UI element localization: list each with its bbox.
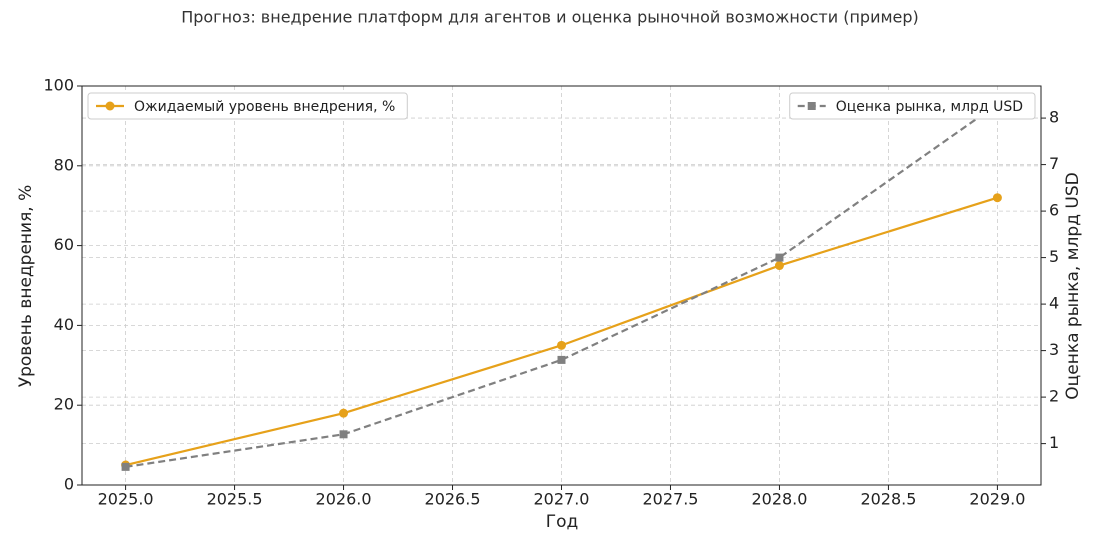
y2-tick-label: 6 (1049, 201, 1059, 220)
legend-label: Оценка рынка, млрд USD (836, 99, 1023, 115)
y2-axis-label: Оценка рынка, млрд USD (1063, 172, 1083, 399)
legend-marker (105, 101, 115, 111)
x-tick-label: 2025.5 (207, 490, 263, 509)
x-tick-label: 2028.5 (860, 490, 916, 509)
y-tick-label: 100 (43, 76, 74, 95)
legend-label: Ожидаемый уровень внедрения, % (134, 99, 395, 115)
y2-tick-label: 8 (1049, 108, 1059, 127)
legend-marker (807, 102, 816, 110)
point (557, 340, 566, 350)
y-tick-label: 80 (54, 155, 74, 174)
x-tick-label: 2028.0 (751, 490, 807, 509)
y-tick-label: 0 (64, 475, 74, 494)
point (121, 462, 130, 471)
legend-box (789, 92, 1036, 120)
legend-box (87, 92, 408, 120)
point (992, 193, 1002, 203)
x-tick-label: 2026.0 (316, 490, 372, 509)
y-tick-label: 60 (54, 235, 74, 254)
point (775, 253, 784, 262)
point (339, 408, 349, 418)
point (557, 355, 566, 364)
chart-title: Прогноз: внедрение платформ для агентов … (181, 8, 919, 27)
x-tick-label: 2029.0 (969, 490, 1025, 509)
x-tick-label: 2027.5 (642, 490, 698, 509)
point (339, 430, 348, 439)
legend: Оценка рынка, млрд USD (789, 92, 1036, 120)
y2-tick-label: 4 (1049, 294, 1059, 313)
x-axis-label: Год (546, 512, 579, 532)
x-tick-label: 2026.5 (425, 490, 481, 509)
point (774, 261, 784, 271)
y-tick-label: 20 (54, 395, 74, 414)
y2-tick-label: 5 (1049, 247, 1059, 266)
x-tick-label: 2025.0 (98, 490, 154, 509)
plot-frame (81, 85, 1042, 486)
legend: Ожидаемый уровень внедрения, % (87, 92, 408, 120)
x-tick-label: 2027.0 (534, 490, 590, 509)
y2-tick-label: 1 (1049, 433, 1059, 452)
y2-tick-label: 2 (1049, 387, 1059, 406)
y2-tick-label: 3 (1049, 340, 1059, 359)
y-tick-label: 40 (54, 315, 74, 334)
y2-tick-label: 7 (1049, 154, 1059, 173)
series-line (125, 103, 999, 468)
y-axis-label: Уровень внедрения, % (16, 185, 36, 388)
